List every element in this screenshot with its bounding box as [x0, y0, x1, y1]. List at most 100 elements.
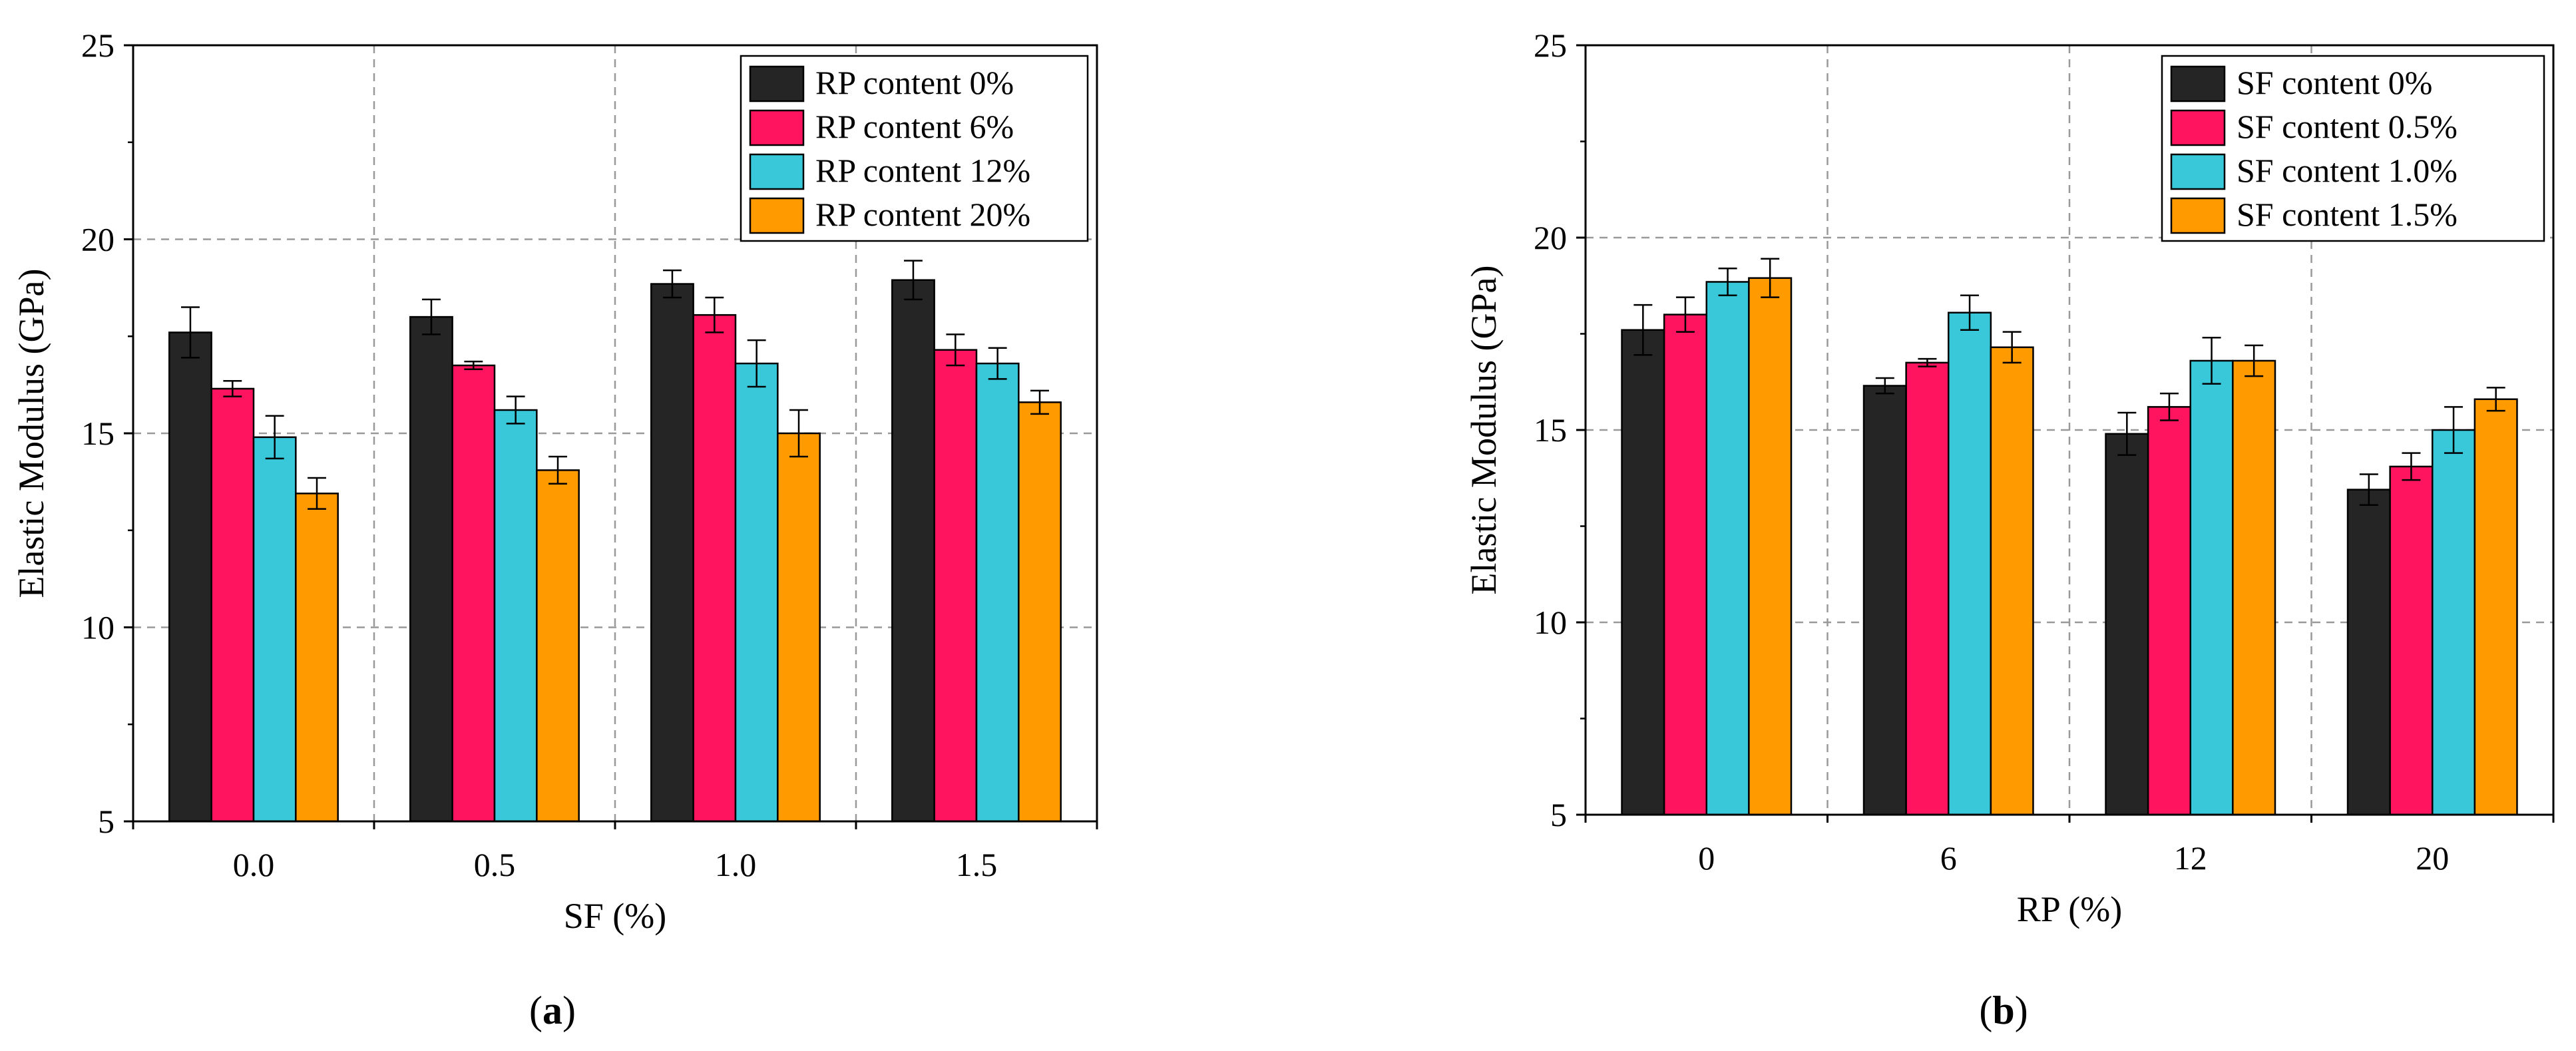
error-bar — [265, 415, 284, 460]
legend-label: SF content 1.0% — [2237, 152, 2458, 189]
error-bar — [1960, 294, 1980, 331]
legend-label: SF content 0% — [2237, 64, 2432, 101]
legend-label: RP content 20% — [815, 196, 1030, 233]
bar — [1705, 281, 1750, 816]
x-tick-label: 6 — [1940, 839, 1957, 877]
y-tick-label: 20 — [81, 221, 114, 258]
bar — [933, 349, 978, 823]
error-bar — [2486, 387, 2505, 412]
panel-letter: b — [1992, 988, 2014, 1032]
error-bar — [308, 477, 326, 510]
error-bar — [506, 395, 525, 425]
error-bar — [663, 269, 682, 299]
error-bar — [1030, 389, 1049, 415]
y-tick-label: 25 — [81, 27, 114, 64]
panel-letter: a — [542, 988, 562, 1032]
error-bar — [1918, 357, 1937, 367]
error-bar — [2202, 337, 2221, 385]
error-bar — [1675, 296, 1695, 333]
legend-swatch — [749, 197, 805, 234]
y-tick-label: 10 — [1534, 604, 1567, 641]
bar — [650, 283, 694, 823]
error-bar — [422, 298, 441, 335]
error-bar — [1761, 258, 1780, 298]
y-tick-label: 5 — [1550, 796, 1567, 833]
x-axis-title: RP (%) — [2017, 889, 2123, 929]
legend-swatch — [2170, 65, 2226, 103]
legend-swatch — [749, 65, 805, 103]
bar — [451, 364, 496, 823]
legend-label: SF content 0.5% — [2237, 108, 2458, 145]
panel-label: (b) — [1979, 988, 2028, 1032]
legend-swatch — [749, 153, 805, 190]
legend-swatch — [2170, 197, 2226, 234]
x-tick-label: 1.5 — [956, 846, 998, 883]
bar — [1990, 346, 2034, 816]
bar — [536, 469, 580, 823]
bar — [2432, 429, 2476, 816]
legend-swatch — [2170, 109, 2226, 146]
x-tick-label: 1.0 — [715, 846, 757, 883]
error-bar — [2444, 406, 2464, 454]
panel-label: (a) — [529, 988, 576, 1032]
bar — [1948, 312, 1992, 816]
bar — [1018, 401, 1062, 823]
error-bar — [548, 455, 567, 485]
error-bar — [1875, 377, 1894, 395]
x-tick-label: 0 — [1698, 839, 1715, 877]
bar — [1862, 385, 1907, 816]
error-bar — [705, 296, 724, 333]
error-bar — [2359, 473, 2378, 506]
error-bar — [1718, 267, 1737, 296]
bar — [2346, 489, 2391, 816]
panel-a: 5 10 15 20 25 0.0 0.5 1.0 1.5 SF (%) Elastic Modul… — [11, 27, 1098, 1032]
error-bar — [223, 380, 242, 397]
legend-label: RP content 12% — [815, 152, 1030, 189]
error-bar — [2402, 452, 2421, 481]
error-bar — [2245, 344, 2264, 377]
bar — [891, 279, 935, 823]
bar — [777, 432, 821, 823]
bar — [975, 362, 1020, 823]
bar — [2147, 406, 2191, 816]
bar — [2105, 433, 2149, 816]
bar — [1748, 277, 1793, 816]
bar — [2473, 398, 2518, 816]
bar — [2189, 359, 2234, 816]
legend-label: RP content 6% — [815, 108, 1014, 145]
x-tick-label: 12 — [2174, 839, 2207, 877]
y-tick-label: 15 — [81, 415, 114, 452]
legend-swatch — [2170, 153, 2226, 190]
x-tick-label: 20 — [2416, 839, 2449, 877]
bar — [210, 387, 255, 823]
error-bar — [946, 333, 965, 367]
error-bar — [988, 347, 1007, 380]
error-bar — [1633, 304, 1653, 356]
y-tick-label: 5 — [98, 803, 114, 840]
y-axis-title: Elastic Modulus (GPa) — [11, 269, 51, 598]
y-tick-label: 10 — [81, 609, 114, 646]
error-bar — [181, 306, 200, 359]
error-bar — [904, 260, 923, 301]
bar — [252, 436, 297, 823]
error-bar — [747, 339, 766, 388]
error-bar — [464, 360, 483, 371]
x-tick-label: 0.5 — [474, 846, 516, 883]
legend-label: RP content 0% — [815, 64, 1014, 101]
bar — [409, 315, 453, 823]
legend-swatch — [749, 109, 805, 146]
bar — [1905, 361, 1950, 816]
x-axis-title: SF (%) — [564, 896, 667, 936]
bar — [168, 331, 212, 823]
bar — [493, 409, 538, 823]
y-tick-label: 25 — [1534, 27, 1567, 64]
error-bar — [2117, 411, 2137, 456]
bar — [2232, 359, 2276, 816]
bar — [692, 314, 737, 823]
bar — [734, 362, 779, 823]
y-tick-label: 15 — [1534, 411, 1567, 449]
legend-label: SF content 1.5% — [2237, 196, 2458, 233]
y-tick-label: 20 — [1534, 219, 1567, 256]
panel-b: 5 10 15 20 25 0 6 12 20 RP (%) Elastic Modulus (GP… — [1464, 27, 2555, 1032]
